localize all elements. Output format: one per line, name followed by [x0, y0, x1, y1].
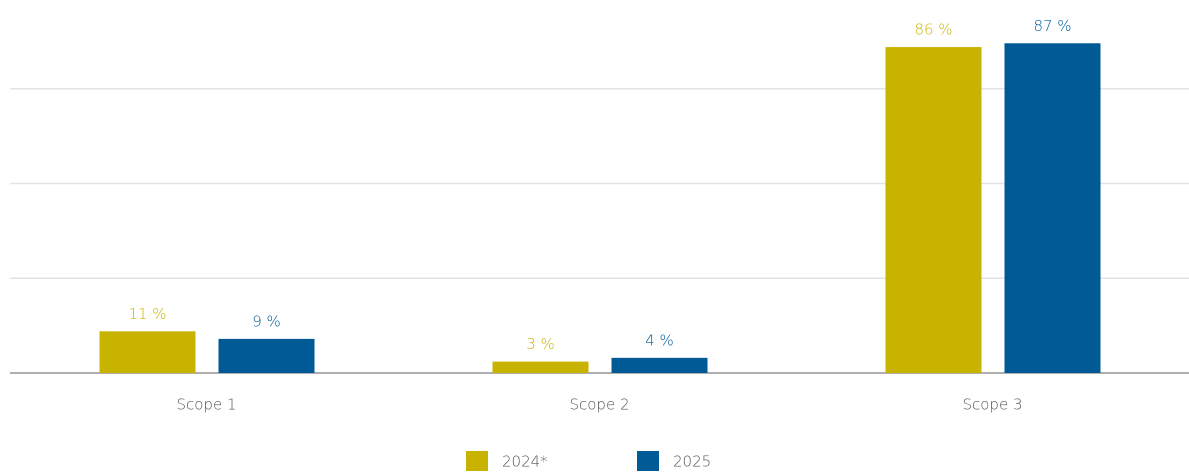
legend-swatch — [637, 451, 659, 471]
x-tick-label: Scope 2 — [569, 396, 629, 414]
bar — [492, 361, 589, 373]
legend-label: 2025 — [673, 453, 711, 471]
x-tick-label: Scope 1 — [176, 396, 236, 414]
legend-swatch — [466, 451, 488, 471]
value-label: 86 % — [914, 21, 952, 39]
bar — [885, 47, 982, 374]
value-label: 11 % — [128, 305, 166, 323]
x-tick-label: Scope 3 — [962, 396, 1022, 414]
value-label: 9 % — [252, 312, 281, 330]
value-label: 3 % — [526, 335, 555, 353]
legend-label: 2024* — [502, 453, 548, 471]
bar — [99, 331, 196, 373]
bar — [218, 338, 315, 373]
bar — [1004, 43, 1101, 374]
bar — [611, 357, 708, 373]
value-label: 87 % — [1033, 17, 1071, 35]
value-label: 4 % — [645, 331, 674, 349]
